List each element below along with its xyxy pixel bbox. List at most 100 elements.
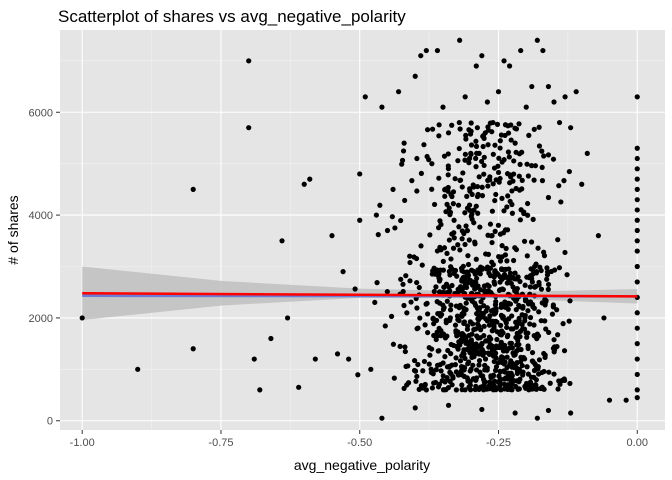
- data-point: [545, 281, 552, 288]
- data-point: [509, 210, 516, 216]
- data-point: [435, 311, 441, 317]
- data-point: [547, 380, 553, 386]
- data-point: [473, 367, 480, 373]
- data-point: [482, 362, 488, 369]
- data-point: [487, 265, 494, 271]
- data-point: [440, 104, 446, 110]
- data-point: [479, 53, 485, 59]
- data-point: [352, 286, 358, 292]
- data-point: [491, 279, 497, 285]
- data-point: [279, 238, 285, 244]
- data-point: [423, 47, 429, 54]
- data-point: [519, 186, 525, 192]
- data-point: [499, 276, 505, 282]
- data-point: [486, 344, 493, 350]
- data-point: [457, 37, 463, 43]
- data-point: [513, 149, 519, 155]
- data-point: [584, 150, 590, 156]
- data-point: [400, 148, 407, 154]
- data-point: [513, 246, 520, 253]
- data-point: [79, 315, 85, 321]
- data-point: [550, 302, 556, 308]
- data-point: [472, 241, 478, 247]
- data-point: [409, 178, 415, 184]
- data-point: [460, 170, 466, 176]
- data-point: [510, 326, 516, 332]
- data-point: [634, 325, 640, 331]
- x-tick-label: -0.75: [208, 437, 233, 449]
- data-point: [457, 177, 463, 183]
- data-point: [419, 262, 425, 268]
- data-point: [464, 228, 471, 234]
- data-point: [634, 356, 640, 362]
- data-point: [433, 336, 439, 343]
- data-point: [473, 383, 479, 389]
- data-point: [489, 208, 495, 214]
- data-point: [499, 195, 505, 201]
- data-point: [558, 199, 564, 205]
- data-point: [480, 376, 487, 382]
- data-point: [461, 332, 467, 338]
- data-point: [502, 359, 508, 365]
- data-point: [190, 346, 196, 352]
- data-point: [251, 356, 257, 362]
- data-point: [431, 332, 437, 339]
- data-point: [462, 94, 468, 100]
- data-point: [468, 151, 474, 157]
- data-point: [533, 366, 539, 372]
- data-point: [533, 261, 539, 267]
- data-point: [450, 245, 457, 251]
- data-point: [545, 83, 552, 90]
- data-point: [512, 140, 518, 146]
- data-point: [473, 155, 479, 161]
- data-point: [440, 373, 446, 379]
- data-point: [445, 289, 452, 295]
- data-point: [418, 53, 424, 59]
- data-point: [634, 197, 640, 203]
- data-point: [514, 368, 521, 374]
- data-point: [566, 318, 572, 324]
- data-point: [402, 348, 408, 355]
- data-point: [519, 326, 526, 332]
- data-point: [634, 341, 640, 347]
- data-point: [500, 355, 506, 361]
- data-point: [377, 202, 383, 208]
- data-point: [505, 149, 512, 155]
- data-point: [426, 344, 432, 351]
- data-point: [555, 386, 561, 392]
- data-point: [453, 330, 459, 336]
- data-point: [505, 300, 512, 306]
- data-point: [524, 161, 530, 167]
- data-point: [573, 89, 579, 95]
- data-point: [504, 334, 511, 340]
- data-point: [551, 371, 557, 377]
- data-point: [414, 155, 420, 162]
- data-point: [463, 307, 469, 313]
- data-point: [497, 138, 503, 144]
- data-point: [473, 138, 479, 144]
- data-point: [528, 239, 535, 245]
- data-point: [472, 271, 478, 277]
- data-point: [463, 284, 470, 291]
- data-point: [623, 397, 629, 403]
- data-point: [458, 368, 465, 374]
- data-point: [453, 387, 459, 393]
- data-point: [489, 239, 495, 246]
- data-point: [545, 194, 552, 201]
- data-point: [495, 379, 501, 385]
- x-tick-label: -0.50: [347, 437, 372, 449]
- data-point: [476, 357, 483, 364]
- data-point: [498, 341, 504, 347]
- data-point: [532, 361, 538, 367]
- data-point: [536, 124, 542, 130]
- data-point: [465, 261, 472, 268]
- data-point: [522, 298, 529, 304]
- data-point: [529, 266, 536, 273]
- data-point: [455, 202, 462, 208]
- data-point: [411, 367, 418, 374]
- data-point: [506, 63, 513, 69]
- data-point: [551, 99, 557, 105]
- data-point: [135, 366, 141, 372]
- data-point: [449, 193, 455, 200]
- data-point: [476, 351, 482, 357]
